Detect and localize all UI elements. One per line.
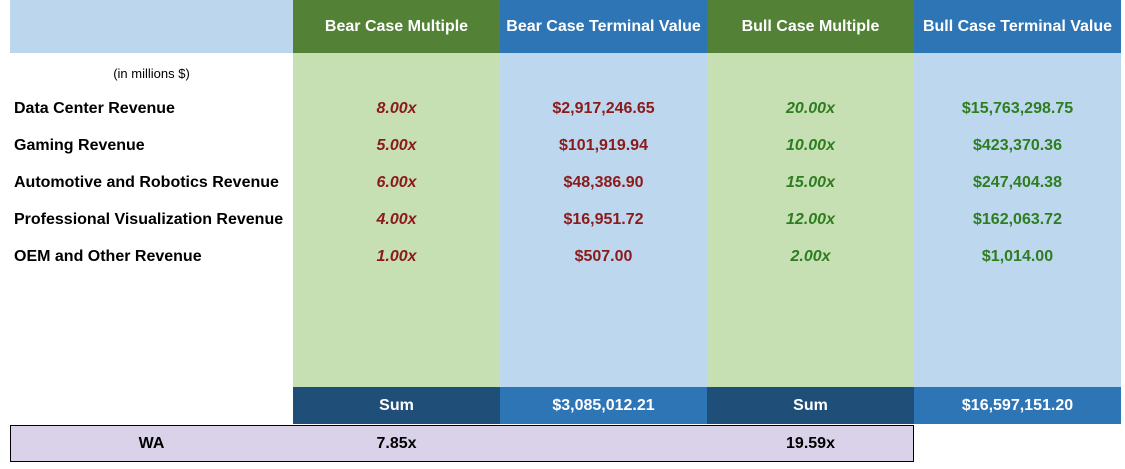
bear-terminal-column-bg xyxy=(500,53,707,387)
wa-row xyxy=(10,425,914,462)
bull-multiple-value: 15.00x xyxy=(786,174,835,191)
bear-multiple-column-bg xyxy=(293,53,500,387)
wa-bull-value: 19.59x xyxy=(786,434,835,452)
row-label: OEM and Other Revenue xyxy=(14,248,202,265)
bull-terminal-value: $247,404.38 xyxy=(973,174,1062,191)
header-bear-multiple: Bear Case Multiple xyxy=(293,0,500,53)
wa-bear-value: 7.85x xyxy=(376,434,417,452)
bull-multiple-value: 10.00x xyxy=(786,137,835,154)
bear-multiple-value: 5.00x xyxy=(376,137,417,154)
row-label: Automotive and Robotics Revenue xyxy=(14,174,279,191)
row-label: Gaming Revenue xyxy=(14,137,145,154)
bear-terminal-value: $16,951.72 xyxy=(563,211,644,228)
bear-terminal-value: $48,386.90 xyxy=(563,174,644,191)
bull-terminal-column-bg xyxy=(914,53,1121,387)
bear-terminal-value: $507.00 xyxy=(574,248,633,265)
bear-multiple-value: 1.00x xyxy=(376,248,417,265)
bull-multiple-value: 20.00x xyxy=(786,100,835,117)
header-bear-terminal: Bear Case Terminal Value xyxy=(500,0,707,53)
units-note: (in millions $) xyxy=(113,65,190,81)
row-label: Professional Visualization Revenue xyxy=(14,211,284,228)
bull-multiple-value: 2.00x xyxy=(790,248,831,265)
bull-sum-label: Sum xyxy=(707,387,914,424)
bull-terminal-value: $1,014.00 xyxy=(981,248,1054,265)
bull-terminal-value: $162,063.72 xyxy=(973,211,1062,228)
header-bull-multiple: Bull Case Multiple xyxy=(707,0,914,53)
bull-sum-total: $16,597,151.20 xyxy=(914,387,1121,424)
corner-header xyxy=(10,0,293,53)
bull-terminal-value: $15,763,298.75 xyxy=(961,100,1074,117)
bear-terminal-value: $101,919.94 xyxy=(559,137,648,154)
row-label: Data Center Revenue xyxy=(14,100,175,117)
bull-terminal-value: $423,370.36 xyxy=(973,137,1062,154)
bear-multiple-value: 6.00x xyxy=(376,174,417,191)
wa-label: WA xyxy=(138,434,165,452)
header-bull-terminal: Bull Case Terminal Value xyxy=(914,0,1121,53)
bear-sum-total: $3,085,012.21 xyxy=(500,387,707,424)
bear-sum-label: Sum xyxy=(293,387,500,424)
bear-multiple-value: 4.00x xyxy=(376,211,417,228)
bull-multiple-column-bg xyxy=(707,53,914,387)
bear-terminal-value: $2,917,246.65 xyxy=(552,100,655,117)
bull-multiple-value: 12.00x xyxy=(786,211,835,228)
bear-multiple-value: 8.00x xyxy=(376,100,417,117)
